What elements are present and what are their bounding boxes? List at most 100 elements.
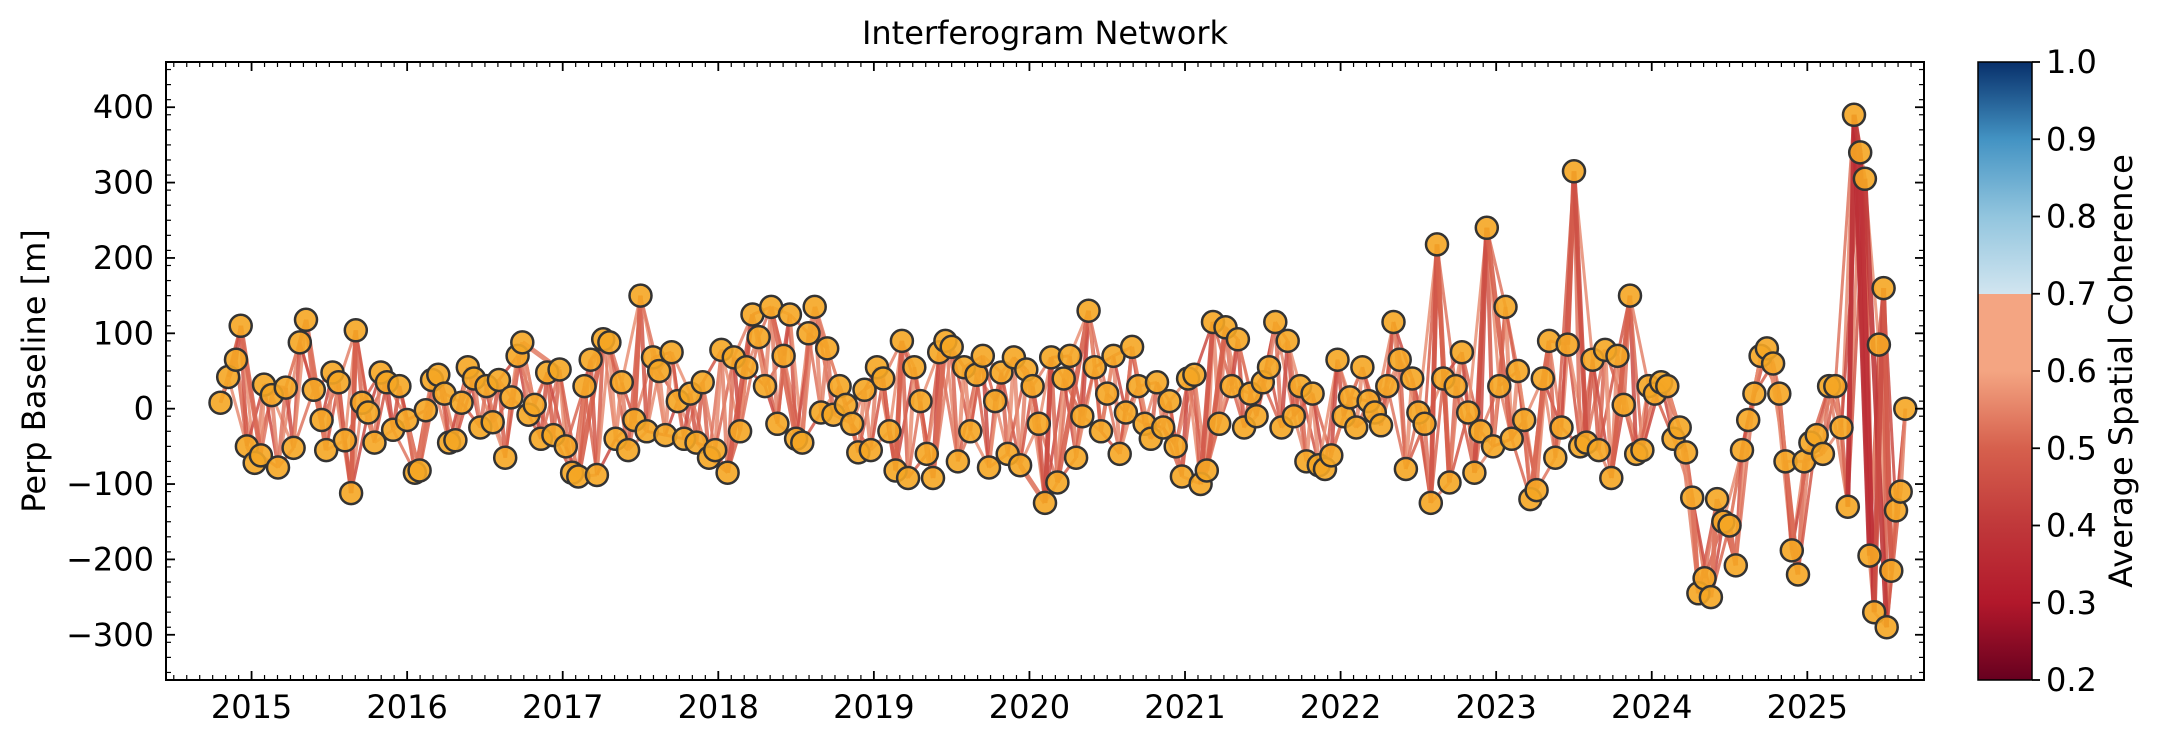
acquisition-point bbox=[362, 430, 387, 455]
edge bbox=[768, 306, 799, 440]
acquisition-point bbox=[908, 388, 933, 414]
edge bbox=[1571, 171, 1589, 443]
acquisition-point bbox=[1499, 426, 1524, 452]
acquisition-point bbox=[413, 397, 439, 423]
acquisition-point bbox=[1704, 486, 1730, 512]
acquisition-point bbox=[443, 428, 468, 453]
acquisition-point bbox=[976, 455, 1002, 480]
x-tick-label: 2020 bbox=[989, 688, 1070, 726]
acquisition-point bbox=[522, 392, 547, 418]
edge bbox=[607, 342, 618, 439]
acquisition-point bbox=[777, 302, 803, 327]
acquisition-point bbox=[597, 330, 622, 355]
edge bbox=[631, 295, 643, 421]
edge bbox=[1403, 378, 1415, 470]
acquisition-point bbox=[1206, 411, 1232, 437]
edge bbox=[1484, 227, 1515, 440]
acquisition-point bbox=[553, 434, 579, 459]
acquisition-point bbox=[1412, 411, 1437, 437]
acquisition-point bbox=[1182, 362, 1207, 388]
acquisition-point bbox=[1082, 354, 1108, 380]
acquisition-point bbox=[1810, 441, 1836, 467]
acquisition-point bbox=[920, 465, 946, 491]
edge bbox=[1434, 244, 1452, 483]
acquisition-point bbox=[1667, 415, 1692, 440]
acquisition-point bbox=[1835, 494, 1861, 519]
edge bbox=[1204, 326, 1228, 471]
acquisition-point bbox=[902, 354, 927, 380]
acquisition-point bbox=[858, 437, 884, 463]
acquisition-point bbox=[355, 400, 381, 425]
acquisition-point bbox=[1063, 445, 1089, 470]
acquisition-point bbox=[332, 428, 358, 453]
acquisition-point bbox=[1381, 309, 1406, 335]
acquisition-point bbox=[1893, 396, 1918, 421]
acquisition-point bbox=[702, 437, 728, 463]
acquisition-point bbox=[1847, 140, 1873, 165]
edge bbox=[1198, 321, 1216, 485]
acquisition-point bbox=[1449, 339, 1475, 365]
edge bbox=[1484, 227, 1496, 447]
colorbar-tick-label: 0.8 bbox=[2046, 198, 2097, 236]
colorbar: 1.0 0.9 0.8 0.7 0.6 0.5 0.4 0.3 0.2 Average Spat… bbox=[1977, 43, 2140, 699]
colorbar-tick-label: 1.0 bbox=[2046, 43, 2097, 81]
acquisition-point bbox=[790, 430, 815, 455]
acquisition-point bbox=[1387, 347, 1412, 372]
acquisition-point bbox=[852, 377, 877, 403]
acquisition-point bbox=[1455, 400, 1481, 425]
x-tick-label: 2021 bbox=[1144, 688, 1225, 726]
acquisition-points bbox=[208, 102, 1918, 640]
acquisition-point bbox=[1605, 343, 1630, 369]
acquisition-point bbox=[1879, 558, 1904, 583]
acquisition-point bbox=[914, 441, 940, 467]
x-tick-label: 2017 bbox=[522, 688, 603, 726]
acquisition-point bbox=[690, 370, 715, 395]
acquisition-point bbox=[1007, 452, 1033, 478]
acquisition-point bbox=[265, 455, 291, 480]
acquisition-point bbox=[1163, 434, 1188, 459]
x-tick-label: 2023 bbox=[1455, 688, 1536, 726]
colorbar-ticks: 1.0 0.9 0.8 0.7 0.6 0.5 0.4 0.3 0.2 bbox=[2032, 43, 2097, 699]
acquisition-point bbox=[1679, 485, 1705, 510]
x-tick-label: 2016 bbox=[366, 688, 447, 726]
acquisition-point bbox=[939, 334, 964, 360]
acquisition-point bbox=[771, 343, 796, 369]
acquisition-point bbox=[1829, 415, 1854, 440]
acquisition-point bbox=[1611, 392, 1636, 418]
edge bbox=[1898, 408, 1908, 492]
edge bbox=[906, 367, 917, 479]
edge bbox=[769, 306, 780, 424]
acquisition-point bbox=[1150, 415, 1176, 440]
acquisition-point bbox=[765, 411, 790, 437]
y-tick-label: −100 bbox=[66, 465, 154, 503]
acquisition-point bbox=[615, 437, 641, 463]
acquisition-point bbox=[752, 373, 778, 399]
x-tick-label: 2025 bbox=[1767, 688, 1848, 726]
acquisition-point bbox=[394, 407, 420, 433]
acquisition-point bbox=[1729, 437, 1755, 463]
colorbar-gradient bbox=[1977, 61, 2033, 681]
acquisition-point bbox=[1474, 215, 1500, 241]
acquisition-point bbox=[1437, 470, 1462, 495]
acquisition-point bbox=[1823, 373, 1848, 399]
acquisition-point bbox=[584, 462, 610, 488]
colorbar-label: Average Spatial Coherence bbox=[2102, 154, 2140, 588]
acquisition-point bbox=[1443, 373, 1468, 399]
x-tick-label: 2019 bbox=[833, 688, 914, 726]
acquisition-point bbox=[407, 458, 432, 483]
y-tick-label: −300 bbox=[66, 616, 154, 654]
x-tick-label: 2024 bbox=[1611, 688, 1692, 726]
acquisition-point bbox=[646, 358, 672, 384]
acquisition-point bbox=[223, 347, 249, 372]
acquisition-point bbox=[1462, 460, 1487, 485]
acquisition-point bbox=[1524, 477, 1549, 503]
edge bbox=[1851, 114, 1872, 556]
acquisition-point bbox=[1487, 373, 1512, 399]
colorbar-tick-label: 0.9 bbox=[2046, 120, 2097, 158]
acquisition-point bbox=[273, 375, 299, 400]
acquisition-point bbox=[208, 390, 233, 415]
edge bbox=[348, 330, 359, 494]
acquisition-point bbox=[1088, 419, 1114, 444]
acquisition-point bbox=[228, 313, 253, 339]
